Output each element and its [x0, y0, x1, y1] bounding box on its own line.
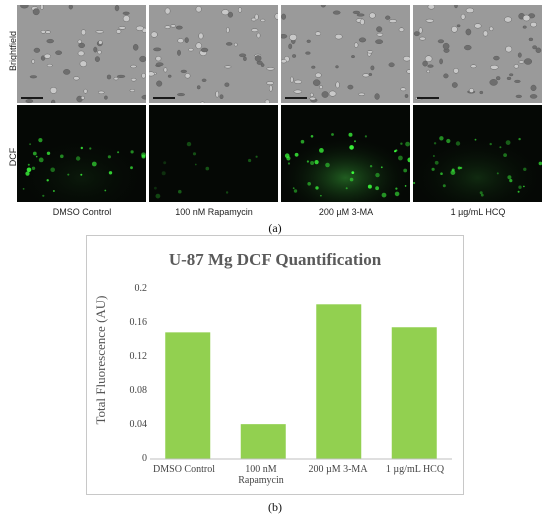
x-tick-label-3ma: 200 µM 3-MA — [308, 464, 368, 475]
x-tick-label-rapamycin: 100 nM Rapamycin — [238, 464, 284, 486]
y-tick-label: 0.2 — [134, 283, 148, 294]
chart-frame: U-87 Mg DCF Quantification Total Fluores… — [86, 235, 464, 495]
y-tick-label: 0.16 — [129, 317, 148, 328]
brightfield-panel-hcq — [413, 5, 542, 103]
dcf-panel-rapamycin — [149, 105, 278, 202]
caption-a: (a) — [268, 221, 282, 235]
brightfield-panel-rapamycin — [149, 5, 278, 103]
column-label-3ma: 200 µM 3-MA — [318, 207, 374, 217]
column-label-rapamycin: 100 nM Rapamycin — [175, 207, 253, 217]
dcf-panel-3ma — [281, 105, 410, 202]
brightfield-panel-dmso — [17, 5, 146, 103]
y-tick-label: 0.08 — [129, 385, 148, 396]
bar-2 — [316, 304, 362, 459]
y-tick-label: 0.04 — [129, 419, 148, 430]
column-label-dmso: DMSO Control — [52, 207, 112, 217]
chart-title: U-87 Mg DCF Quantification — [168, 250, 382, 269]
dcf-panel-dmso — [17, 105, 146, 202]
x-tick-label-hcq: 1 µg/mL HCQ — [385, 464, 445, 475]
bar-1 — [240, 424, 286, 459]
bar-3 — [391, 327, 437, 459]
column-label-hcq: 1 µg/mL HCQ — [450, 207, 506, 217]
y-tick-label: 0 — [142, 453, 147, 464]
bar-0 — [165, 332, 211, 459]
dcf-panel-hcq — [413, 105, 542, 202]
y-tick-label: 0.12 — [129, 351, 148, 362]
bar-plot-area — [150, 304, 452, 460]
brightfield-panel-3ma — [281, 5, 410, 103]
caption-b: (b) — [268, 500, 282, 514]
x-tick-label-dmso: DMSO Control — [153, 464, 215, 475]
